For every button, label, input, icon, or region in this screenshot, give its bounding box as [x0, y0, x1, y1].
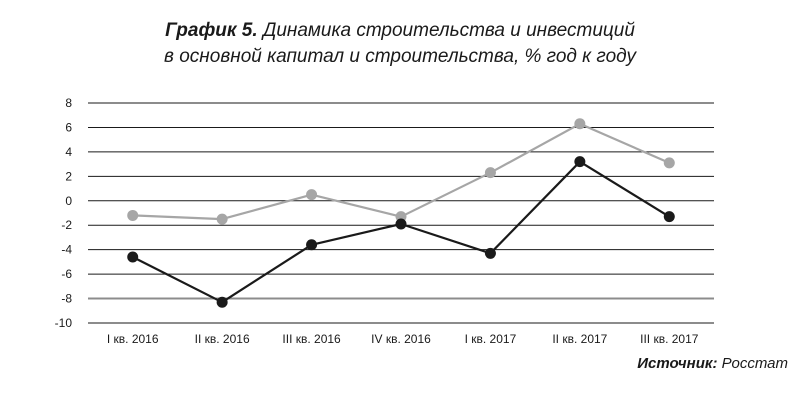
y-tick-label: 8 [65, 96, 72, 110]
series-1-point [484, 167, 496, 179]
series-1-point [574, 118, 586, 130]
series-line-2 [132, 160, 670, 304]
series-1-point [663, 157, 675, 169]
x-tick-label: I кв. 2016 [107, 332, 159, 346]
source-value: Росстат [721, 355, 788, 372]
source-label: Источник: [637, 355, 718, 372]
y-tick-label: 0 [65, 194, 72, 208]
series-2-point [574, 156, 586, 168]
y-tick-label: -10 [55, 316, 73, 330]
series-1-point [306, 189, 318, 201]
x-tick-label: IV кв. 2016 [371, 332, 431, 346]
y-tick-label: 6 [65, 120, 72, 134]
x-tick-label: II кв. 2017 [552, 332, 607, 346]
title-line-2: в основной капитал и строительства, % го… [164, 46, 636, 67]
title-prefix: График 5. [165, 20, 258, 41]
x-tick-label: III кв. 2016 [282, 332, 341, 346]
series-2-point [216, 296, 228, 308]
series-2-point [127, 251, 139, 263]
y-tick-label: 2 [65, 169, 72, 183]
series-1-point [216, 213, 228, 225]
y-tick-label: -4 [61, 243, 72, 257]
series-2-point [306, 239, 318, 251]
x-tick-label: I кв. 2017 [465, 332, 517, 346]
series-2-point [484, 247, 496, 259]
x-tick-label: II кв. 2016 [195, 332, 250, 346]
x-tick-label: III кв. 2017 [640, 332, 699, 346]
source-note: Источник: Росстат [637, 355, 788, 372]
series-2-point [395, 218, 407, 230]
y-tick-label: -8 [61, 292, 72, 306]
y-tick-label: -2 [61, 218, 72, 232]
title-line-1: Динамика строительства и инвестиций [262, 20, 635, 41]
y-tick-label: -6 [61, 267, 72, 281]
series-2-point [663, 211, 675, 223]
series-line-1 [132, 122, 670, 221]
chart-title: График 5. Динамика строительства и инвес… [0, 18, 800, 70]
series-1-point [127, 209, 139, 221]
y-tick-label: 4 [65, 145, 72, 159]
